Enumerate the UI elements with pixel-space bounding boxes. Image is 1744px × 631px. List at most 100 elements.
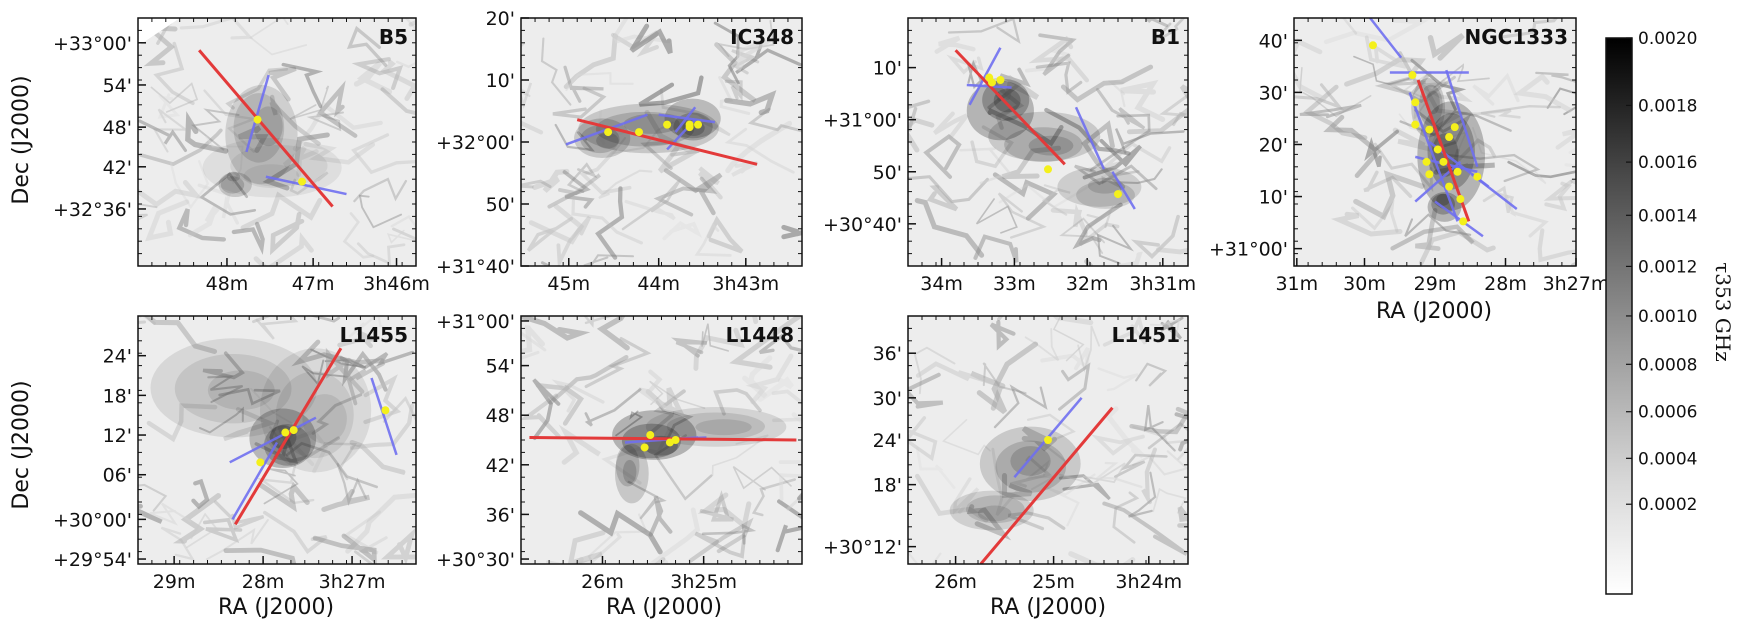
filament-texture	[153, 41, 195, 106]
x-tick-label: 31m	[1275, 273, 1318, 295]
y-tick-label: 10'	[486, 70, 515, 92]
dense-cloud	[174, 353, 292, 424]
dense-cloud	[1004, 127, 1083, 163]
x-tick-label: 25m	[1032, 571, 1075, 593]
filament-texture	[1303, 84, 1368, 140]
x-tick-label: 45m	[547, 273, 590, 295]
colorbar-tick-label: 0.0014	[1638, 206, 1697, 226]
filament-texture	[649, 380, 706, 409]
colorbar-tick-label: 0.0018	[1638, 96, 1697, 116]
filament-texture	[1077, 325, 1100, 373]
filament-texture	[345, 492, 416, 554]
x-tick-label: 29m	[1414, 273, 1457, 295]
filament-texture	[546, 533, 623, 564]
filament-texture	[1068, 551, 1136, 564]
y-tick-label: 50'	[486, 194, 515, 216]
filament-texture	[386, 229, 416, 244]
filament-texture	[1120, 79, 1166, 122]
dense-cloud	[230, 144, 328, 187]
dense-cloud	[615, 444, 640, 487]
filament-texture	[1130, 214, 1180, 259]
filament-texture	[923, 133, 962, 179]
source-point	[289, 426, 298, 435]
source-point	[1368, 41, 1377, 50]
filament-texture	[982, 362, 1027, 395]
filament-texture	[701, 523, 757, 545]
filament-texture	[1128, 471, 1157, 518]
blue-orientation-line	[1445, 69, 1479, 168]
filament-texture	[521, 316, 591, 341]
filament-texture	[540, 261, 550, 266]
red-orientation-line	[198, 49, 334, 208]
dense-cloud	[993, 88, 1021, 113]
filament-texture	[281, 62, 324, 109]
panel-l1455: 29m 28m 3h27m 24' 18' 12' 06' +30°00' +29°54' L14…	[53, 315, 417, 593]
filament-texture	[346, 361, 385, 406]
filament-texture	[998, 168, 1116, 209]
panel-map-b5	[138, 18, 416, 266]
filament-texture	[1026, 413, 1076, 463]
source-point	[1422, 157, 1431, 166]
filament-texture	[1082, 138, 1142, 180]
filament-texture	[729, 316, 802, 370]
filament-texture	[966, 59, 983, 90]
filament-texture	[138, 203, 158, 221]
dense-cloud	[1087, 177, 1122, 194]
source-point	[988, 78, 996, 87]
filament-texture	[540, 37, 572, 106]
red-orientation-line	[576, 118, 758, 166]
filament-texture	[1373, 142, 1434, 193]
filament-texture	[1185, 360, 1188, 367]
filament-texture	[1143, 18, 1169, 28]
y-tick-label: 42'	[103, 157, 132, 179]
filament-texture	[688, 517, 754, 563]
source-point	[1450, 123, 1459, 132]
filament-texture	[558, 424, 601, 465]
dense-cloud	[966, 80, 1034, 141]
filament-texture	[988, 76, 1025, 130]
filament-texture	[521, 331, 547, 360]
filament-texture	[223, 407, 277, 442]
filament-texture	[535, 383, 585, 426]
dense-cloud	[225, 85, 298, 185]
filament-texture	[1086, 205, 1114, 230]
filament-texture	[993, 384, 1048, 429]
dense-cloud	[253, 106, 283, 147]
x-tick-label: 3h43m	[712, 273, 779, 295]
x-tick-label: 44m	[637, 273, 680, 295]
filament-texture	[1472, 127, 1547, 185]
filament-texture	[1112, 491, 1140, 544]
y-axis-title-top: Dec (J2000)	[9, 75, 34, 204]
filament-texture	[1299, 103, 1362, 119]
filament-texture	[601, 428, 671, 485]
dense-cloud	[233, 93, 285, 163]
filament-texture	[1072, 202, 1123, 250]
filament-texture	[528, 203, 585, 245]
filament-texture	[149, 502, 192, 526]
panel-name-label: L1455	[340, 323, 408, 347]
filament-texture	[521, 120, 544, 135]
filament-texture	[1143, 404, 1176, 452]
filament-texture	[1174, 412, 1188, 452]
source-point	[1425, 125, 1434, 134]
filament-texture	[1403, 72, 1430, 120]
filament-texture	[205, 135, 244, 184]
y-tick-label: +31°00'	[436, 311, 515, 333]
source-point	[1473, 172, 1482, 181]
filament-texture	[223, 547, 297, 564]
blue-orientation-line	[968, 47, 1002, 106]
filament-texture	[724, 127, 795, 174]
dense-cloud	[666, 412, 766, 441]
y-tick-label: 10'	[1259, 187, 1288, 209]
y-tick-label: 36'	[486, 504, 515, 526]
filament-texture	[565, 71, 634, 92]
dense-cloud	[977, 505, 1012, 522]
filament-texture	[240, 191, 323, 231]
source-point	[1044, 165, 1052, 174]
panel-map-l1448	[521, 316, 802, 564]
red-orientation-line	[529, 436, 797, 442]
filament-texture	[311, 393, 363, 435]
filament-texture	[160, 526, 196, 561]
dense-cloud	[226, 171, 241, 182]
x-axis-title-l1451: RA (J2000)	[990, 595, 1106, 620]
